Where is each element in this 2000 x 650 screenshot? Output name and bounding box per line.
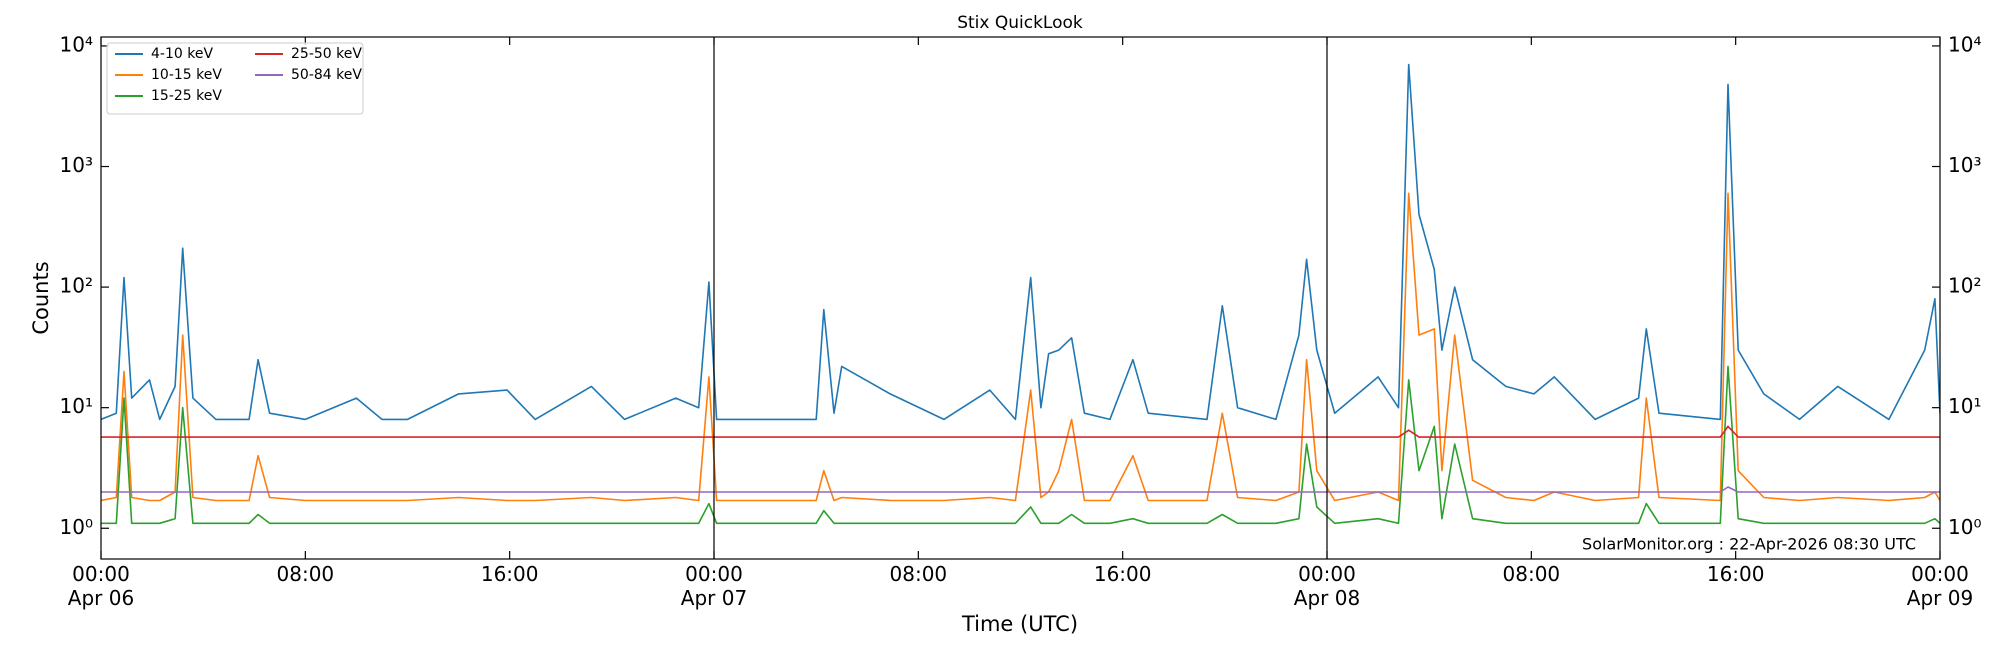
y-tick-label-right: 10⁴ (1948, 32, 1981, 56)
x-tick-label-line: Apr 06 (68, 586, 134, 610)
x-tick-label-line: Apr 08 (1294, 586, 1360, 610)
y-tick-label: 10¹ (60, 394, 93, 418)
x-tick-label-line: 00:00 (685, 562, 743, 586)
x-tick-label-line: 08:00 (277, 562, 335, 586)
legend-label: 15-25 keV (151, 88, 222, 104)
x-tick-label-line: 08:00 (890, 562, 948, 586)
series-line (101, 425, 1940, 438)
series-line (101, 63, 1940, 421)
legend-label: 25-50 keV (291, 46, 362, 62)
x-tick-label-line: 08:00 (1503, 562, 1561, 586)
plot-frame (100, 36, 1941, 560)
annotation: SolarMonitor.org : 22-Apr-2026 08:30 UTC (1582, 535, 1916, 554)
x-axis-label: Time (UTC) (961, 612, 1078, 636)
x-tick-label: 08:00 (277, 562, 335, 586)
legend-label: 50-84 keV (291, 67, 362, 83)
x-tick-label: 16:00 (1707, 562, 1765, 586)
x-tick-label-line: 16:00 (481, 562, 539, 586)
y-tick-label: 10² (60, 274, 93, 298)
series-line (101, 365, 1940, 525)
x-tick-label-line: 16:00 (1707, 562, 1765, 586)
x-tick-label: 00:00 Apr 07 (681, 562, 747, 610)
plot-area (101, 63, 1940, 525)
legend-label: 4-10 keV (151, 46, 213, 62)
y-tick-label-right: 10¹ (1948, 394, 1981, 418)
series-line (101, 192, 1940, 502)
x-tick-label: 00:00 Apr 06 (68, 562, 134, 610)
x-tick-label: 16:00 (481, 562, 539, 586)
x-tick-label-line: 00:00 (1911, 562, 1969, 586)
y-tick-label: 10⁰ (60, 515, 93, 539)
x-tick-label: 00:00 Apr 09 (1907, 562, 1973, 610)
x-tick-label: 08:00 (1503, 562, 1561, 586)
x-tick-label-line: 00:00 (1298, 562, 1356, 586)
x-tick-label: 16:00 (1094, 562, 1152, 586)
x-tick-label-line: 00:00 (72, 562, 130, 586)
x-tick-label: 00:00 Apr 08 (1294, 562, 1360, 610)
y-tick-label: 10⁴ (60, 32, 93, 56)
x-tick-label-line: Apr 07 (681, 586, 747, 610)
legend-box (106, 42, 364, 115)
y-axis-label: Counts (29, 261, 53, 334)
x-tick-label-line: 16:00 (1094, 562, 1152, 586)
y-tick-label-right: 10² (1948, 274, 1981, 298)
series-line (101, 486, 1940, 493)
y-tick-label-right: 10⁰ (1948, 515, 1981, 539)
legend-label: 10-15 keV (151, 67, 222, 83)
y-tick-label-right: 10³ (1948, 153, 1981, 177)
x-tick-label-line: Apr 09 (1907, 586, 1973, 610)
chart-title: Stix QuickLook (957, 13, 1083, 33)
x-tick-label: 08:00 (890, 562, 948, 586)
y-tick-label: 10³ (60, 153, 93, 177)
